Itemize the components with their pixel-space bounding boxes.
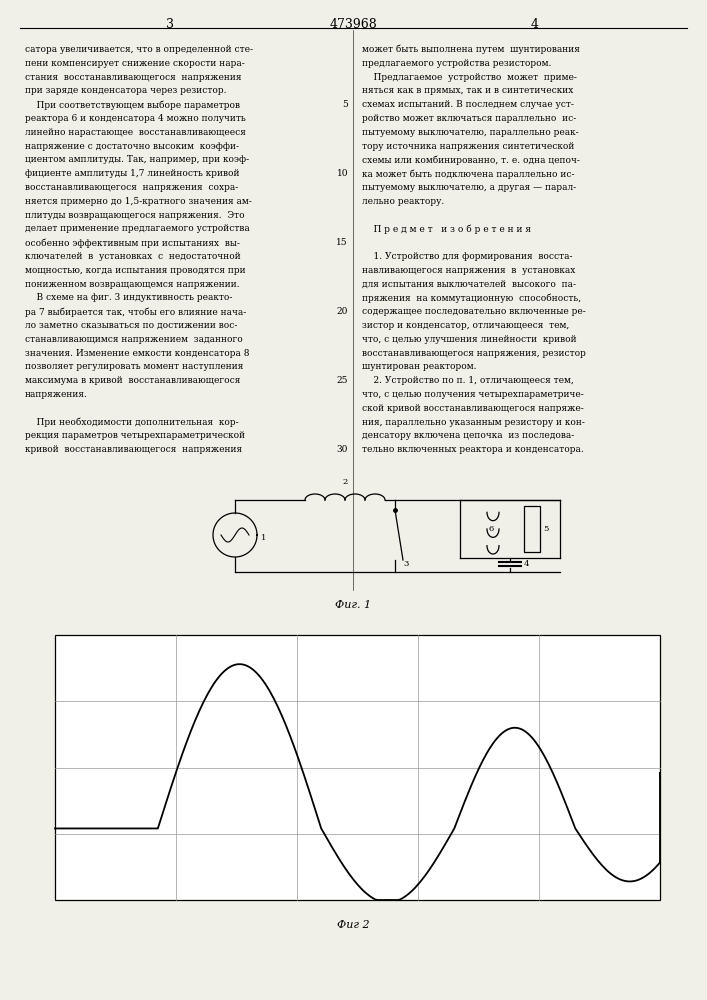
Text: рекция параметров четырехпараметрической: рекция параметров четырехпараметрической — [25, 431, 245, 440]
Text: В схеме на фиг. 3 индуктивность реакто-: В схеме на фиг. 3 индуктивность реакто- — [25, 293, 233, 302]
Text: фициенте амплитуды 1,7 линейность кривой: фициенте амплитуды 1,7 линейность кривой — [25, 169, 240, 178]
Text: ской кривой восстанавливающегося напряже-: ской кривой восстанавливающегося напряже… — [362, 404, 584, 413]
Text: 2: 2 — [342, 478, 348, 486]
Text: Предлагаемое  устройство  может  приме-: Предлагаемое устройство может приме- — [362, 73, 577, 82]
Text: ло заметно сказываться по достижении вос-: ло заметно сказываться по достижении вос… — [25, 321, 238, 330]
Text: при заряде конденсатора через резистор.: при заряде конденсатора через резистор. — [25, 86, 226, 95]
Text: ройство может включаться параллельно  ис-: ройство может включаться параллельно ис- — [362, 114, 576, 123]
Text: 5: 5 — [342, 100, 348, 109]
Text: содержащее последовательно включенные ре-: содержащее последовательно включенные ре… — [362, 307, 586, 316]
Text: денсатору включена цепочка  из последова-: денсатору включена цепочка из последова- — [362, 431, 574, 440]
Text: пытуемому выключателю, а другая — парал-: пытуемому выключателю, а другая — парал- — [362, 183, 576, 192]
Text: При необходимости дополнительная  кор-: При необходимости дополнительная кор- — [25, 418, 239, 427]
Text: делает применение предлагаемого устройства: делает применение предлагаемого устройст… — [25, 224, 250, 233]
Text: станавливающимся напряжением  заданного: станавливающимся напряжением заданного — [25, 335, 243, 344]
Text: П р е д м е т   и з о б р е т е н и я: П р е д м е т и з о б р е т е н и я — [362, 224, 531, 234]
Text: няться как в прямых, так и в синтетических: няться как в прямых, так и в синтетическ… — [362, 86, 573, 95]
Text: зистор и конденсатор, отличающееся  тем,: зистор и конденсатор, отличающееся тем, — [362, 321, 569, 330]
Text: циентом амплитуды. Так, например, при коэф-: циентом амплитуды. Так, например, при ко… — [25, 155, 249, 164]
Text: восстанавливающегося напряжения, резистор: восстанавливающегося напряжения, резисто… — [362, 349, 586, 358]
Text: 473968: 473968 — [329, 18, 377, 31]
Text: пени компенсирует снижение скорости нара-: пени компенсирует снижение скорости нара… — [25, 59, 245, 68]
Text: ра 7 выбирается так, чтобы его влияние нача-: ра 7 выбирается так, чтобы его влияние н… — [25, 307, 246, 317]
Text: схемах испытаний. В последнем случае уст-: схемах испытаний. В последнем случае уст… — [362, 100, 574, 109]
Text: пониженном возвращающемся напряжении.: пониженном возвращающемся напряжении. — [25, 280, 240, 289]
Bar — [55, 635, 660, 900]
Text: тору источника напряжения синтетической: тору источника напряжения синтетической — [362, 142, 574, 151]
Text: При соответствующем выборе параметров: При соответствующем выборе параметров — [25, 100, 240, 110]
Text: напряжения.: напряжения. — [25, 390, 88, 399]
Text: 1. Устройство для формирования  восста-: 1. Устройство для формирования восста- — [362, 252, 573, 261]
Text: ка может быть подключена параллельно ис-: ка может быть подключена параллельно ис- — [362, 169, 575, 179]
Text: что, с целью получения четырехпараметриче-: что, с целью получения четырехпараметрич… — [362, 390, 584, 399]
Text: кривой  восстанавливающегося  напряжения: кривой восстанавливающегося напряжения — [25, 445, 242, 454]
Text: что, с целью улучшения линейности  кривой: что, с целью улучшения линейности кривой — [362, 335, 577, 344]
Text: 4: 4 — [531, 18, 539, 31]
Text: тельно включенных реактора и конденсатора.: тельно включенных реактора и конденсатор… — [362, 445, 584, 454]
Text: позволяет регулировать момент наступления: позволяет регулировать момент наступлени… — [25, 362, 243, 371]
Text: 25: 25 — [337, 376, 348, 385]
Text: пытуемому выключателю, параллельно реак-: пытуемому выключателю, параллельно реак- — [362, 128, 578, 137]
Text: 30: 30 — [337, 445, 348, 454]
Text: 2. Устройство по п. 1, отличающееся тем,: 2. Устройство по п. 1, отличающееся тем, — [362, 376, 574, 385]
Text: может быть выполнена путем  шунтирования: может быть выполнена путем шунтирования — [362, 45, 580, 54]
Text: ключателей  в  установках  с  недостаточной: ключателей в установках с недостаточной — [25, 252, 241, 261]
Text: линейно нарастающее  восстанавливающееся: линейно нарастающее восстанавливающееся — [25, 128, 246, 137]
Text: лельно реактору.: лельно реактору. — [362, 197, 444, 206]
Text: 5: 5 — [543, 525, 549, 533]
Text: для испытания выключателей  высокого  па-: для испытания выключателей высокого па- — [362, 280, 576, 289]
Text: реактора 6 и конденсатора 4 можно получить: реактора 6 и конденсатора 4 можно получи… — [25, 114, 246, 123]
Text: восстанавливающегося  напряжения  сохра-: восстанавливающегося напряжения сохра- — [25, 183, 238, 192]
Text: сатора увеличивается, что в определенной сте-: сатора увеличивается, что в определенной… — [25, 45, 253, 54]
Text: 20: 20 — [337, 307, 348, 316]
Text: пряжения  на коммутационную  способность,: пряжения на коммутационную способность, — [362, 293, 581, 303]
Text: навливающегося напряжения  в  установках: навливающегося напряжения в установках — [362, 266, 575, 275]
Text: шунтирован реактором.: шунтирован реактором. — [362, 362, 477, 371]
Text: 1: 1 — [261, 534, 267, 542]
Bar — [524, 506, 540, 552]
Text: 3: 3 — [403, 560, 409, 568]
Text: стания  восстанавливающегося  напряжения: стания восстанавливающегося напряжения — [25, 73, 242, 82]
Text: 4: 4 — [524, 560, 530, 568]
Text: значения. Изменение емкости конденсатора 8: значения. Изменение емкости конденсатора… — [25, 349, 250, 358]
Text: схемы или комбинированно, т. е. одна цепоч-: схемы или комбинированно, т. е. одна цеп… — [362, 155, 580, 165]
Text: плитуды возвращающегося напряжения.  Это: плитуды возвращающегося напряжения. Это — [25, 211, 245, 220]
Text: особенно эффективным при испытаниях  вы-: особенно эффективным при испытаниях вы- — [25, 238, 240, 248]
Text: напряжение с достаточно высоким  коэффи-: напряжение с достаточно высоким коэффи- — [25, 142, 239, 151]
Text: 10: 10 — [337, 169, 348, 178]
Text: Фиг. 1: Фиг. 1 — [335, 600, 371, 610]
Text: максимума в кривой  восстанавливающегося: максимума в кривой восстанавливающегося — [25, 376, 240, 385]
Text: предлагаемого устройства резистором.: предлагаемого устройства резистором. — [362, 59, 551, 68]
Text: 15: 15 — [337, 238, 348, 247]
Text: 6: 6 — [489, 525, 493, 533]
Text: мощностью, когда испытания проводятся при: мощностью, когда испытания проводятся пр… — [25, 266, 245, 275]
Text: няется примерно до 1,5-кратного значения ам-: няется примерно до 1,5-кратного значения… — [25, 197, 252, 206]
Text: ния, параллельно указанным резистору и кон-: ния, параллельно указанным резистору и к… — [362, 418, 585, 427]
Text: 3: 3 — [166, 18, 174, 31]
Text: Фиг 2: Фиг 2 — [337, 920, 369, 930]
